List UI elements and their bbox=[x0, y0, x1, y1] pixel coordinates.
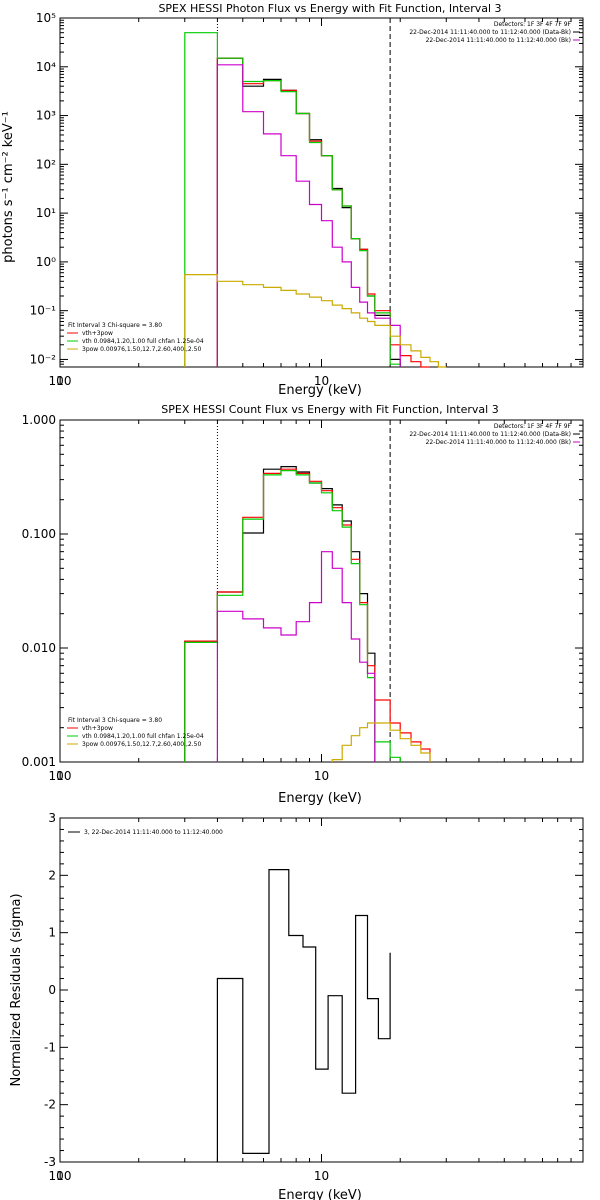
y-tick-label: 0.010 bbox=[22, 641, 56, 655]
y-tick-label: 10⁴ bbox=[36, 60, 56, 74]
count-flux-title: SPEX HESSI Count Flux vs Energy with Fit… bbox=[161, 403, 498, 416]
detector-info-text: 22-Dec-2014 11:11:40.000 to 11:12:40.000… bbox=[426, 439, 571, 446]
y-tick-label: -1 bbox=[44, 1040, 56, 1054]
fit-legend-text: vth 0.0984,1.20,1.00 full chfan 1.25e-04 bbox=[82, 338, 204, 345]
y-tick-label: 10⁰ bbox=[36, 255, 56, 269]
series-line-1 bbox=[184, 468, 431, 762]
photon-flux-y-label: photons s⁻¹ cm⁻² keV⁻¹ bbox=[1, 111, 16, 263]
y-tick-label: -2 bbox=[44, 1098, 56, 1112]
y-tick-label: 10³ bbox=[36, 109, 56, 123]
fit-legend-text: Fit Interval 3 Chi-square = 3.80 bbox=[68, 717, 162, 724]
series-line-2 bbox=[184, 32, 401, 367]
series-line-3 bbox=[216, 551, 376, 762]
fit-legend-text: 3pow 0.00976,1.50,12.7,2.60,400.,2.50 bbox=[82, 346, 201, 353]
count-flux-panel: SPEX HESSI Count Flux vs Energy with Fit… bbox=[22, 403, 584, 806]
series-line-0 bbox=[216, 57, 401, 367]
photon-flux-plot-area: 1 10 100 10⁻² 10⁻¹ 10⁰ 10¹ 10² 10³ 10⁴ 10⁵ Detector… bbox=[30, 11, 584, 388]
x-tick-label: 100 bbox=[49, 769, 72, 783]
fit-legend-text: Fit Interval 3 Chi-square = 3.80 bbox=[68, 322, 162, 329]
x-tick-label: 10 bbox=[314, 1169, 329, 1183]
photon-flux-title: SPEX HESSI Photon Flux vs Energy with Fi… bbox=[158, 2, 501, 15]
residuals-panel: 1 10 100-3 -2 -1 0 1 2 3 3, 22-Dec-2014 11:11:40.… bbox=[9, 811, 584, 1200]
series-line-3 bbox=[216, 64, 401, 367]
detector-info-text: 22-Dec-2014 11:11:40.000 to 11:12:40.000… bbox=[409, 29, 571, 36]
y-tick-label: 10⁵ bbox=[36, 11, 56, 25]
detector-info-text: Detectors: 1F 3F 4F 7F 9F bbox=[494, 423, 572, 430]
photon-flux-panel: SPEX HESSI Photon Flux vs Energy with Fi… bbox=[1, 2, 584, 398]
residuals-y-label: Normalized Residuals (sigma) bbox=[9, 893, 24, 1086]
fit-legend-text: 3pow 0.00976,1.50,12.7,2.60,400.,2.50 bbox=[82, 741, 201, 748]
photon-flux-x-label: Energy (keV) bbox=[278, 383, 362, 398]
detector-info-text: 22-Dec-2014 11:11:40.000 to 11:12:40.000… bbox=[409, 431, 571, 438]
detector-info-text: Detectors: 1F 3F 4F 7F 9F bbox=[494, 21, 572, 28]
detector-info-text: 22-Dec-2014 11:11:40.000 to 11:12:40.000… bbox=[426, 37, 571, 44]
residuals-x-label: Energy (keV) bbox=[278, 1188, 362, 1200]
y-tick-label: 0.100 bbox=[22, 527, 56, 541]
series-line-2 bbox=[184, 470, 401, 762]
fit-legend-text: vth+3pow bbox=[82, 725, 113, 732]
count-flux-x-label: Energy (keV) bbox=[278, 791, 362, 806]
series-line-1 bbox=[216, 57, 430, 368]
y-tick-label: 3 bbox=[48, 811, 56, 825]
x-tick-label: 1 bbox=[56, 374, 64, 388]
y-tick-label: 10⁻¹ bbox=[30, 304, 57, 318]
y-tick-label: 10⁻² bbox=[30, 352, 57, 366]
fit-legend-text: vth+3pow bbox=[82, 330, 113, 337]
x-tick-label: 1 bbox=[56, 769, 64, 783]
y-tick-label: -3 bbox=[44, 1155, 56, 1169]
series-line-0 bbox=[184, 466, 376, 762]
series-line-0 bbox=[216, 869, 391, 1162]
x-tick-label: 100 bbox=[49, 1169, 72, 1183]
y-tick-label: 1 bbox=[48, 926, 56, 940]
plot-frame bbox=[59, 817, 584, 1163]
x-tick-label: 1 bbox=[56, 1169, 64, 1183]
y-tick-label: 10¹ bbox=[36, 206, 56, 220]
fit-legend-text: vth 0.0984,1.20,1.00 full chfan 1.25e-04 bbox=[82, 733, 204, 740]
x-tick-label: 10 bbox=[314, 769, 329, 783]
plot-frame bbox=[59, 17, 584, 368]
series-line-4 bbox=[184, 274, 447, 368]
series-line-4 bbox=[331, 722, 431, 762]
x-tick-label: 10 bbox=[314, 374, 329, 388]
y-tick-label: 10² bbox=[36, 157, 56, 171]
x-tick-label: 100 bbox=[49, 374, 72, 388]
y-tick-label: 0 bbox=[48, 983, 56, 997]
residual-legend-text: 3, 22-Dec-2014 11:11:40.000 to 11:12:40.… bbox=[84, 829, 223, 836]
y-tick-label: 2 bbox=[48, 868, 56, 882]
y-tick-label: 1.000 bbox=[22, 413, 56, 427]
residuals-plot-area: 1 10 100-3 -2 -1 0 1 2 3 3, 22-Dec-2014 11:11:40.… bbox=[44, 811, 584, 1183]
y-tick-label: 0.001 bbox=[22, 755, 56, 769]
